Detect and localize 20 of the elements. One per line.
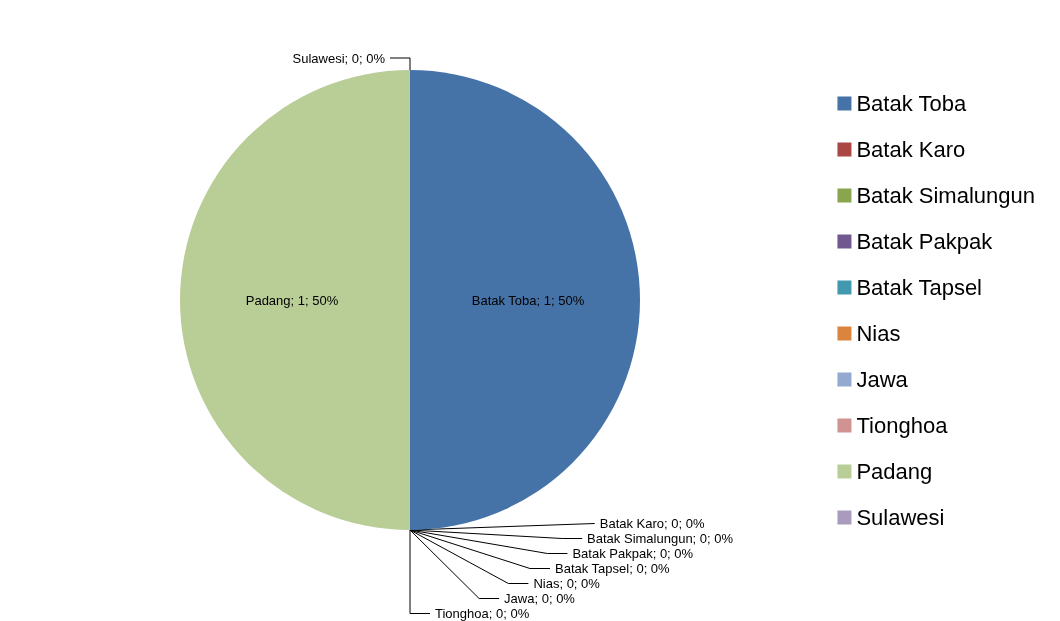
text: Nias; 0; 0% (533, 576, 600, 591)
legend-label: Tionghoa (856, 413, 949, 438)
legend-label: Sulawesi (856, 505, 945, 530)
legend-label: Batak Toba (856, 91, 967, 116)
legend-label: Batak Karo (856, 137, 966, 162)
legend-label: Batak Tapsel (856, 275, 983, 300)
data-label: Batak Toba; 1; 50% (471, 292, 585, 308)
text: Jawa; 0; 0% (504, 591, 575, 606)
text: Batak Simalungun; 0; 0% (587, 531, 734, 546)
legend-label: Batak Simalungun (856, 183, 1036, 208)
text: Batak Pakpak; 0; 0% (572, 546, 694, 561)
legend-label: Jawa (856, 367, 909, 392)
text: Tionghoa; 0; 0% (435, 606, 530, 621)
legend-label: Batak Pakpak (856, 229, 994, 254)
text: Batak Tapsel; 0; 0% (555, 561, 670, 576)
legend-label: Nias (856, 321, 901, 346)
data-label: Padang; 1; 50% (245, 292, 339, 308)
text: Batak Karo; 0; 0% (599, 516, 705, 531)
text: Sulawesi; 0; 0% (292, 50, 385, 66)
legend-label: Padang (856, 459, 933, 484)
